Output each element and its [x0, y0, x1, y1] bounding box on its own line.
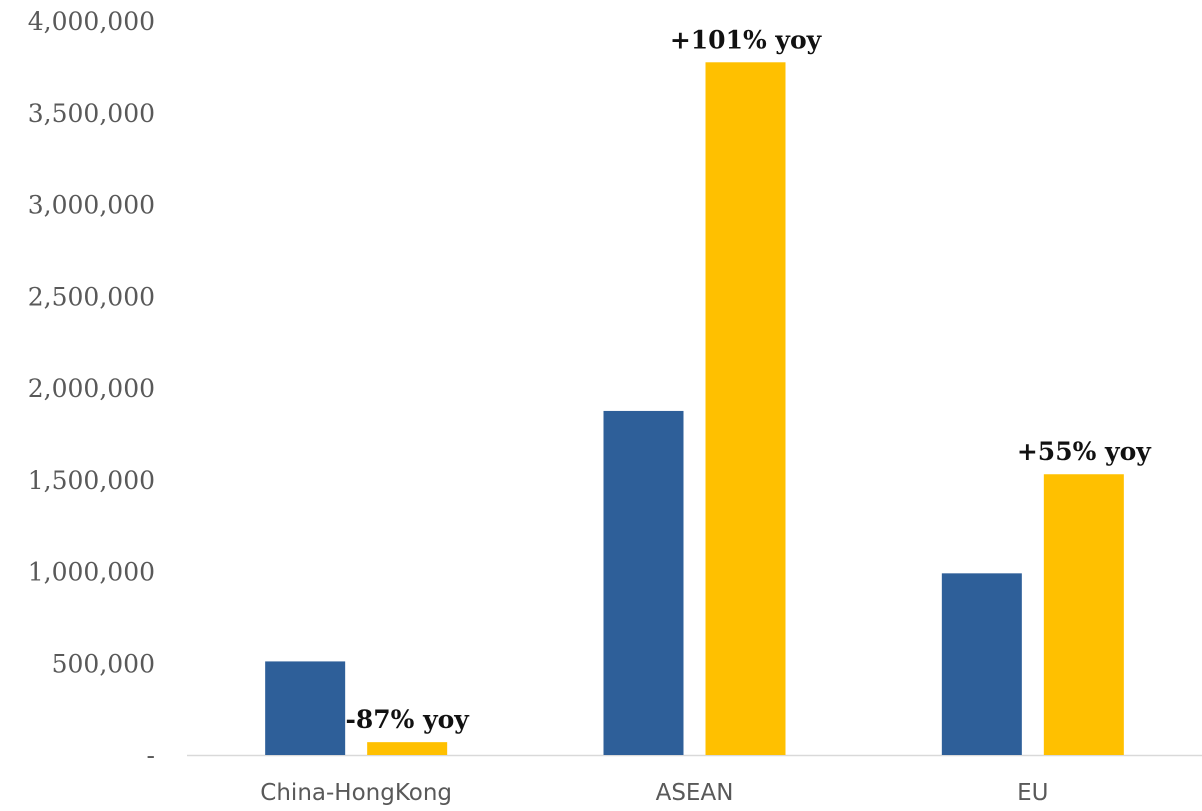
y-tick-label: 2,500,000 — [28, 282, 155, 311]
bar — [265, 661, 346, 755]
y-tick-label: 3,500,000 — [28, 99, 155, 128]
y-tick-label: 500,000 — [52, 649, 155, 678]
y-tick-label: 1,000,000 — [28, 558, 155, 587]
y-tick-label: 1,500,000 — [28, 466, 155, 495]
data-labels: -87% yoy +101% yoy +55% yoy — [345, 25, 1152, 734]
data-label: -87% yoy — [345, 705, 470, 734]
data-label: +101% yoy — [670, 25, 823, 54]
bar — [367, 742, 448, 755]
bar — [941, 573, 1022, 755]
y-axis-tick-labels: - 500,000 1,000,000 1,500,000 2,000,000 2,500… — [28, 7, 155, 770]
y-tick-label: 4,000,000 — [28, 7, 155, 36]
bar — [705, 62, 786, 756]
x-tick-label: ASEAN — [656, 780, 734, 806]
bars — [265, 62, 1124, 756]
bar — [1043, 474, 1124, 755]
x-axis-category-labels: China-HongKong ASEAN EU — [260, 780, 1048, 806]
x-tick-label: EU — [1017, 780, 1048, 806]
data-label: +55% yoy — [1017, 437, 1152, 466]
x-tick-label: China-HongKong — [260, 780, 452, 806]
bar — [603, 410, 684, 755]
y-tick-label: - — [147, 741, 155, 770]
y-tick-label: 2,000,000 — [28, 374, 155, 403]
y-tick-label: 3,000,000 — [28, 191, 155, 220]
